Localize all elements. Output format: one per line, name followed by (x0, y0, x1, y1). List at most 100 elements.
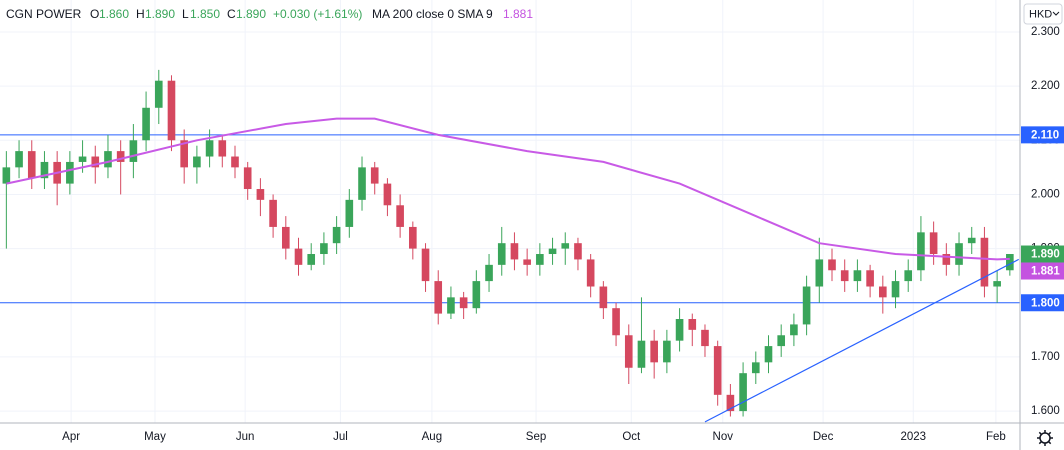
price-badge (1021, 126, 1064, 144)
candle-body (116, 151, 125, 162)
candle-body (294, 248, 303, 265)
candle-body (663, 340, 671, 363)
candle-body (66, 161, 74, 184)
candle-body (358, 167, 366, 200)
candle-body (104, 151, 112, 168)
x-tick-label: Dec (813, 431, 834, 443)
open-label: O (90, 7, 99, 21)
x-tick-label: 2023 (901, 431, 927, 443)
high-label: H (136, 7, 145, 21)
low-label: L (182, 7, 189, 21)
candle-body (40, 161, 49, 179)
candle-body (472, 281, 481, 309)
gear-teeth[interactable] (1037, 430, 1053, 446)
x-tick-label: May (144, 431, 166, 443)
x-tick-label: Apr (62, 431, 80, 443)
currency[interactable]: HKD (1029, 8, 1052, 20)
plot (0, 69, 1020, 423)
indicator: MA 200 close 0 SMA 9 (372, 7, 493, 21)
candle-body (739, 373, 747, 412)
candle-body (459, 297, 468, 309)
candle-body (409, 226, 417, 249)
candle-body (231, 156, 239, 168)
dropdown-arrow[interactable] (1052, 11, 1060, 16)
candle-body (243, 167, 252, 190)
candle-body (675, 319, 684, 341)
candle-body (421, 248, 430, 282)
symbol: CGN POWER (6, 7, 82, 21)
candle-body (917, 232, 925, 271)
price-badge-label: 2.110 (1031, 129, 1059, 141)
candle-body (777, 335, 786, 347)
candle-body (536, 254, 544, 265)
candle-body (942, 254, 951, 265)
candle-body (1006, 254, 1014, 271)
candle-body (802, 286, 811, 325)
candle-body (383, 183, 392, 206)
candle-body (751, 362, 760, 374)
x-tick-label: Aug (422, 431, 442, 443)
candle-body (866, 270, 874, 287)
x-tick-label: Jun (236, 431, 255, 443)
trend-line (704, 258, 1019, 423)
candle-body (218, 140, 227, 157)
y-tick-label: 2.200 (1031, 80, 1060, 92)
candle-body (167, 80, 176, 141)
candle-body (345, 199, 354, 227)
candle-body (180, 140, 188, 168)
candle-body (256, 189, 265, 200)
candle-body (447, 297, 455, 314)
candle-body (891, 281, 900, 298)
price-badge-label: 1.881 (1031, 266, 1060, 278)
candle-body (980, 237, 989, 287)
candle-body (307, 254, 316, 265)
candle-body (27, 151, 36, 179)
y-tick-label: 1.700 (1031, 351, 1060, 363)
candle-body (701, 329, 709, 347)
candle-body (790, 324, 798, 336)
candle-body (142, 107, 150, 141)
candle-body (15, 151, 23, 168)
candle-body (879, 286, 887, 298)
open-value: 1.860 (99, 7, 129, 21)
candle-body (650, 340, 658, 363)
candle-body (688, 319, 697, 330)
candle-body (904, 270, 913, 282)
x-tick-label: Jul (333, 431, 348, 443)
candle-body (370, 167, 379, 184)
candle-body (726, 394, 735, 412)
candle-body (828, 259, 836, 271)
candle-body (548, 248, 557, 255)
y-tick-label: 1.600 (1031, 405, 1060, 417)
candle-body (91, 156, 100, 168)
candle-body (396, 205, 404, 227)
high-value: 1.890 (145, 7, 175, 21)
y-tick-label: 2.000 (1031, 188, 1060, 200)
candle-body (320, 243, 328, 255)
candle-body (574, 243, 582, 260)
low-value: 1.850 (190, 7, 220, 21)
x-tick-label: Feb (986, 431, 1006, 443)
ma-line (6, 117, 1010, 261)
candle-body (637, 340, 646, 368)
candle-body (332, 226, 341, 244)
close-value: 1.890 (236, 7, 266, 21)
candle-body (624, 335, 633, 368)
candle-body (434, 281, 443, 314)
price-badge (1021, 262, 1064, 280)
candle-body (78, 156, 87, 162)
candle-body (853, 270, 862, 282)
candle-body (523, 259, 531, 265)
dropdown-box[interactable] (1023, 3, 1063, 25)
change: +0.030 (+1.61%) (273, 7, 362, 21)
candle-body (599, 286, 608, 309)
indicator-value: 1.881 (503, 7, 533, 21)
settings-button[interactable] (1037, 430, 1053, 446)
close-label: C (227, 7, 236, 21)
x-tick-label: Sep (526, 431, 546, 443)
candle-body (713, 346, 722, 395)
currency-dropdown[interactable]: HKD (1023, 3, 1063, 25)
candle-body (485, 264, 493, 282)
candle-body (815, 259, 824, 287)
